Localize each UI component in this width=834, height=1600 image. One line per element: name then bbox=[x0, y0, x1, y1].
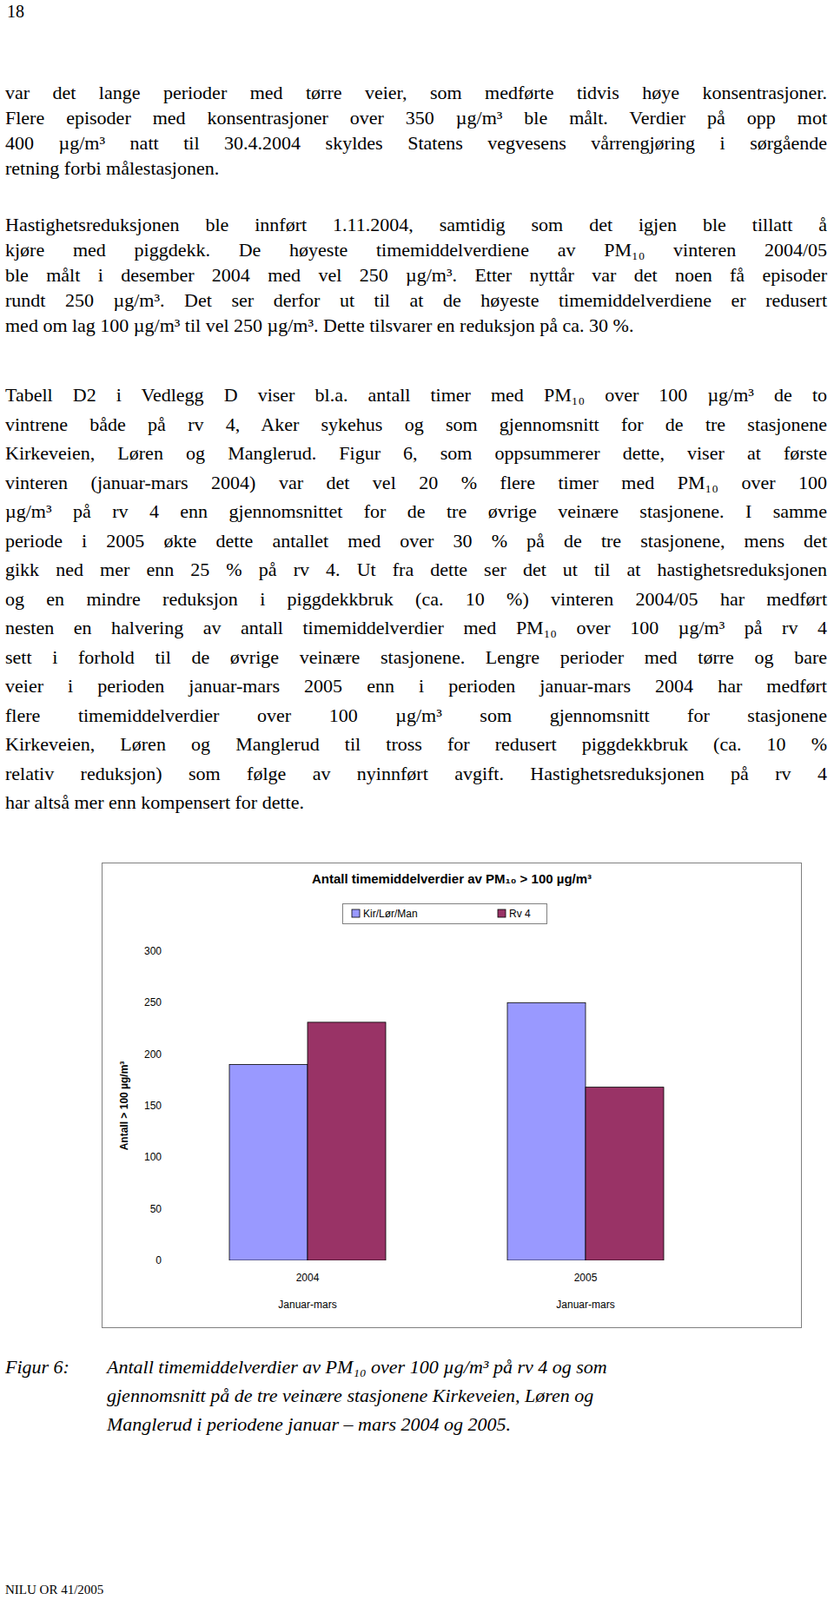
paragraph: Tabell D2 i Vedlegg D viser bl.a. antall… bbox=[5, 380, 828, 818]
bars bbox=[229, 1002, 664, 1261]
text-line: kjøre med piggdekk. De høyeste timemidde… bbox=[5, 237, 828, 263]
text-line: Kirkeveien, Løren og Manglerud til tross… bbox=[5, 729, 828, 760]
text-line: retning forbi målestasjonen. bbox=[5, 155, 828, 181]
bar bbox=[307, 1022, 386, 1261]
text-line: gikk ned mer enn 25 % på rv 4. Ut fra de… bbox=[5, 555, 828, 585]
y-axis-label: Antall > 100 µg/m³ bbox=[118, 1061, 131, 1152]
bar bbox=[229, 1065, 308, 1261]
y-tick-label: 100 bbox=[144, 1151, 162, 1164]
page-number: 18 bbox=[6, 1, 25, 22]
text-line: Hastighetsreduksjonen ble innført 1.11.2… bbox=[5, 211, 828, 238]
text-line: vinteren (januar-mars 2004) var det vel … bbox=[5, 468, 828, 498]
text-line: Kirkeveien, Løren og Manglerud. Figur 6,… bbox=[5, 438, 828, 469]
y-tick-label: 0 bbox=[155, 1254, 162, 1267]
y-tick-label: 250 bbox=[144, 996, 162, 1009]
text-line: relativ reduksjon) som følge av nyinnfør… bbox=[5, 759, 828, 789]
caption-line: Antall timemiddelverdier av PM₁₀ over 10… bbox=[106, 1356, 608, 1379]
text-line: var det lange perioder med tørre veier, … bbox=[5, 79, 828, 106]
x-tick-label-line: 2005 bbox=[574, 1271, 598, 1285]
y-tick-label: 50 bbox=[150, 1203, 163, 1216]
x-tick-label: 2005 Januar-mars bbox=[556, 1271, 615, 1311]
text-line: veier i perioden januar-mars 2005 enn i … bbox=[5, 671, 828, 702]
legend-label: Kir/Lør/Man bbox=[363, 907, 418, 921]
chart-frame bbox=[102, 863, 802, 1329]
legend-swatch bbox=[351, 909, 360, 918]
text-line: 400 µg/m³ natt til 30.4.2004 skyldes Sta… bbox=[5, 130, 828, 156]
text-line: Flere episoder med konsentrasjoner over … bbox=[5, 105, 828, 131]
legend-box bbox=[343, 904, 548, 925]
x-tick-label-line: Januar-mars bbox=[556, 1298, 615, 1311]
footer: NILU OR 41/2005 bbox=[5, 1582, 104, 1598]
text-line: nesten en halvering av antall timemiddel… bbox=[5, 613, 828, 643]
legend-swatch bbox=[497, 909, 506, 918]
chart-title: Antall timemiddelverdier av PM₁₀ > 100 µ… bbox=[311, 871, 592, 887]
text-line: og en mindre reduksjon i piggdekkbruk (c… bbox=[5, 584, 828, 615]
chart: Antall timemiddelverdier av PM₁₀ > 100 µ… bbox=[101, 862, 802, 1329]
text-line: periode i 2005 økte dette antallet med o… bbox=[5, 526, 828, 556]
caption-line: Manglerud i periodene januar – mars 2004… bbox=[106, 1413, 511, 1437]
x-tick-label-line: 2004 bbox=[296, 1271, 320, 1285]
text-line: flere timemiddelverdier over 100 µg/m³ s… bbox=[5, 701, 828, 731]
text-line: vintrene både på rv 4, Aker sykehus og s… bbox=[5, 410, 828, 440]
x-tick-label: 2004 Januar-mars bbox=[278, 1271, 337, 1311]
text-line: med om lag 100 µg/m³ til vel 250 µg/m³. … bbox=[5, 312, 828, 338]
legend: Kir/Lør/Man Rv 4 bbox=[343, 904, 548, 925]
bar bbox=[585, 1087, 664, 1261]
y-tick-label: 300 bbox=[144, 945, 162, 958]
paragraph: Hastighetsreduksjonen ble innført 1.11.2… bbox=[5, 211, 828, 338]
text-line: µg/m³ på rv 4 enn gjennomsnittet for de … bbox=[5, 496, 828, 527]
text-line: har altså mer enn kompensert for dette. bbox=[5, 787, 828, 818]
text-line: ble målt i desember 2004 med vel 250 µg/… bbox=[5, 262, 828, 288]
text-line: sett i forhold til de øvrige veinære sta… bbox=[5, 642, 828, 673]
text-line: rundt 250 µg/m³. Det ser derfor ut til a… bbox=[5, 287, 828, 313]
y-tick-label: 200 bbox=[144, 1048, 162, 1061]
caption-label: Figur 6: bbox=[5, 1356, 70, 1379]
text-line: Tabell D2 i Vedlegg D viser bl.a. antall… bbox=[5, 380, 828, 411]
paragraph: var det lange perioder med tørre veier, … bbox=[5, 79, 828, 181]
y-tick-label: 150 bbox=[144, 1099, 162, 1112]
bar bbox=[507, 1002, 586, 1261]
legend-label: Rv 4 bbox=[509, 907, 531, 921]
x-tick-label-line: Januar-mars bbox=[278, 1298, 337, 1311]
caption-line: gjennomsnitt på de tre veinære stasjonen… bbox=[106, 1384, 594, 1408]
